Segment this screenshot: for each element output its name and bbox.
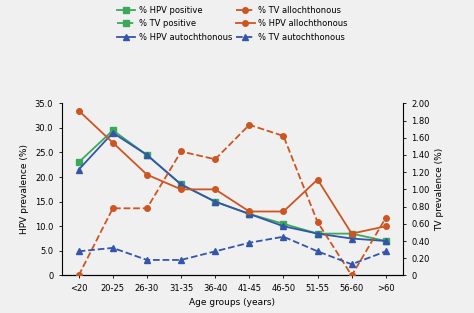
Legend: % HPV positive, % TV positive, % HPV autochthonous, % TV allochthonous, % HPV al: % HPV positive, % TV positive, % HPV aut… <box>117 6 347 42</box>
Y-axis label: HPV prevalence (%): HPV prevalence (%) <box>20 144 29 234</box>
X-axis label: Age groups (years): Age groups (years) <box>189 298 275 307</box>
Y-axis label: TV prevalence (%): TV prevalence (%) <box>435 148 444 231</box>
